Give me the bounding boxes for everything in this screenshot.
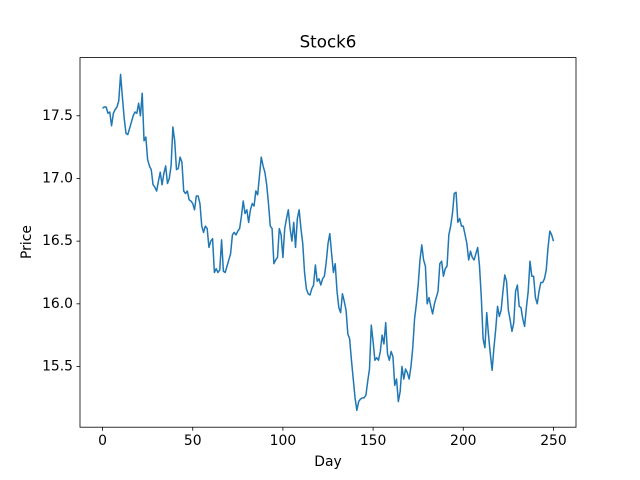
x-tick-label: 150 xyxy=(360,433,387,449)
x-tick-label: 200 xyxy=(450,433,477,449)
chart-title: Stock6 xyxy=(300,32,357,52)
y-tick-label: 16.5 xyxy=(42,233,73,249)
plot-frame xyxy=(79,57,577,428)
price-line xyxy=(102,73,555,412)
y-tick-label: 15.5 xyxy=(42,359,73,375)
x-tick-label: 100 xyxy=(270,433,297,449)
y-tick-label: 17.0 xyxy=(42,170,73,186)
y-axis-label: Price xyxy=(19,225,35,259)
x-axis-label: Day xyxy=(314,454,341,470)
x-tick-label: 0 xyxy=(98,433,107,449)
x-tick-label: 50 xyxy=(184,433,202,449)
y-tick-label: 16.0 xyxy=(42,296,73,312)
y-tick-label: 17.5 xyxy=(42,108,73,124)
x-tick-label: 250 xyxy=(540,433,567,449)
